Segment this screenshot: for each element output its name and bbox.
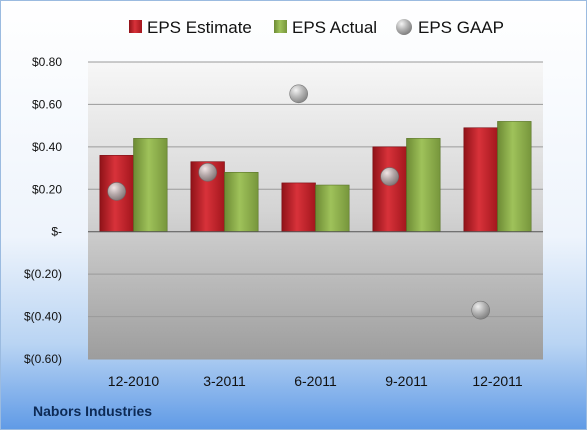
x-tick-label: 9-2011 (385, 373, 428, 389)
point-gaap-12-2010 (107, 182, 126, 201)
point-gaap-6-2011 (289, 84, 308, 104)
y-tick-label: $(0.40) (24, 310, 62, 324)
point-gaap-12-2011 (471, 300, 490, 320)
y-tick-label: $0.80 (32, 55, 62, 69)
point-gaap-3-2011 (198, 163, 217, 182)
legend-marker-gaap (396, 19, 412, 35)
y-axis-tick-labels: $0.80 $0.60 $0.40 $0.20 $- $(0.20) $(0.40) $(0.… (24, 55, 62, 366)
legend-label-actual: EPS Actual (292, 18, 377, 37)
legend-item-actual: EPS Actual (274, 18, 377, 37)
y-tick-label: $0.20 (32, 182, 62, 196)
legend-item-gaap: EPS GAAP (396, 18, 504, 37)
legend-label-estimate: EPS Estimate (147, 18, 252, 37)
bar-estimate-9-2011 (372, 146, 407, 233)
x-tick-label: 6-2011 (294, 373, 337, 389)
gaap-points (107, 84, 490, 320)
y-tick-label: $(0.60) (24, 352, 62, 366)
point-gaap-9-2011 (380, 167, 399, 186)
y-tick-label: $- (51, 225, 62, 239)
legend-swatch-estimate (129, 20, 142, 33)
y-tick-label: $0.60 (32, 97, 62, 111)
company-name: Nabors Industries (33, 403, 152, 419)
x-tick-label: 12-2011 (472, 373, 523, 389)
legend-label-gaap: EPS GAAP (418, 18, 504, 37)
bar-actual-6-2011 (315, 184, 350, 233)
legend: EPS Estimate EPS Actual EPS GAAP (129, 18, 504, 37)
bars (99, 121, 532, 233)
legend-swatch-actual (274, 20, 287, 33)
bar-estimate-12-2011 (463, 127, 498, 233)
x-axis-tick-labels: 12-2010 3-2011 6-2011 9-2011 12-2011 (108, 373, 523, 389)
bar-actual-12-2011 (497, 121, 532, 233)
bar-estimate-6-2011 (281, 182, 316, 233)
x-tick-label: 12-2010 (108, 373, 160, 389)
x-tick-label: 3-2011 (203, 373, 246, 389)
bar-actual-9-2011 (406, 138, 441, 233)
bar-actual-3-2011 (224, 172, 259, 233)
y-tick-label: $(0.20) (24, 267, 62, 281)
legend-item-estimate: EPS Estimate (129, 18, 252, 37)
bar-actual-12-2010 (133, 138, 168, 233)
y-tick-label: $0.40 (32, 140, 62, 154)
